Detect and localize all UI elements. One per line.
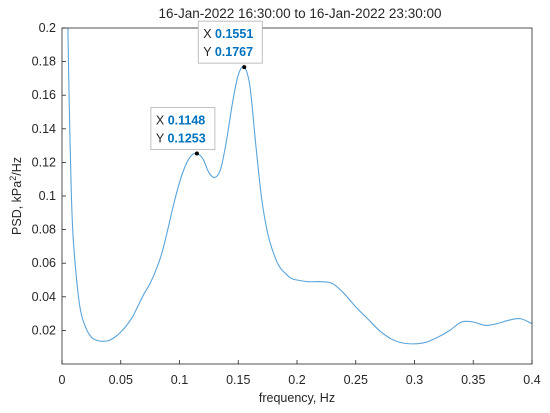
x-tick-label: 0: [59, 373, 66, 387]
datatip-y-row: Y 0.1253: [156, 131, 206, 145]
x-ticks: 0 0.05 0.1 0.15 0.2 0.25 0.3 0.35 0.4: [59, 360, 541, 387]
x-tick-label: 0.2: [288, 373, 305, 387]
y-axis-label: PSD, kPa2/Hz: [8, 157, 24, 235]
y-axis-label-tail: /Hz: [10, 157, 24, 176]
datatip-marker: [194, 151, 199, 156]
x-tick-label: 0.4: [523, 373, 540, 387]
y-tick-label: 0.1: [39, 189, 56, 203]
datatip-y-row: Y 0.1767: [203, 45, 253, 59]
datatip-x-value: 0.1148: [168, 113, 206, 127]
datatip-marker: [242, 65, 247, 70]
y-ticks: 0.02 0.04 0.06 0.08 0.1 0.12 0.14 0.16 0.18 0.2: [32, 21, 66, 337]
plot-area-frame: [61, 27, 533, 365]
x-axis-label: frequency, Hz: [259, 391, 335, 405]
x-tick-label: 0.35: [461, 373, 485, 387]
y-tick-label: 0.06: [32, 256, 56, 270]
y-tick-label: 0.14: [32, 122, 56, 136]
datatip-x-value: 0.1551: [215, 27, 253, 41]
x-tick-label: 0.15: [226, 373, 250, 387]
y-axis-label-superscript: 2: [8, 176, 18, 181]
datatip-x-label: X: [203, 27, 215, 41]
x-tick-label: 0.25: [344, 373, 368, 387]
x-tick-label: 0.3: [406, 373, 423, 387]
datatip-x-row: X 0.1551: [203, 27, 253, 41]
x-tick-label: 0.05: [109, 373, 133, 387]
y-tick-label: 0.08: [32, 223, 56, 237]
datatip-box: [197, 20, 263, 64]
y-tick-label: 0.2: [39, 21, 56, 35]
datatip-box: [150, 107, 216, 150]
chart-title: 16-Jan-2022 16:30:00 to 16-Jan-2022 23:3…: [159, 6, 442, 21]
datatip-x-row: X 0.1148: [156, 113, 205, 127]
y-tick-label: 0.16: [32, 88, 56, 102]
x-tick-label: 0.1: [171, 373, 188, 387]
datatip-y-label: Y: [156, 131, 168, 145]
y-tick-label: 0.18: [32, 55, 56, 69]
y-tick-label: 0.04: [32, 290, 56, 304]
datatip-y-value: 0.1253: [167, 131, 205, 145]
y-axis-label-main: PSD, kPa: [10, 181, 24, 235]
datatip-y-label: Y: [203, 45, 215, 59]
datatip-y-value: 0.1767: [215, 45, 253, 59]
y-tick-label: 0.02: [32, 323, 56, 337]
datatip-x-label: X: [156, 113, 168, 127]
y-tick-label: 0.12: [32, 155, 56, 169]
psd-series-line: [67, 27, 533, 345]
